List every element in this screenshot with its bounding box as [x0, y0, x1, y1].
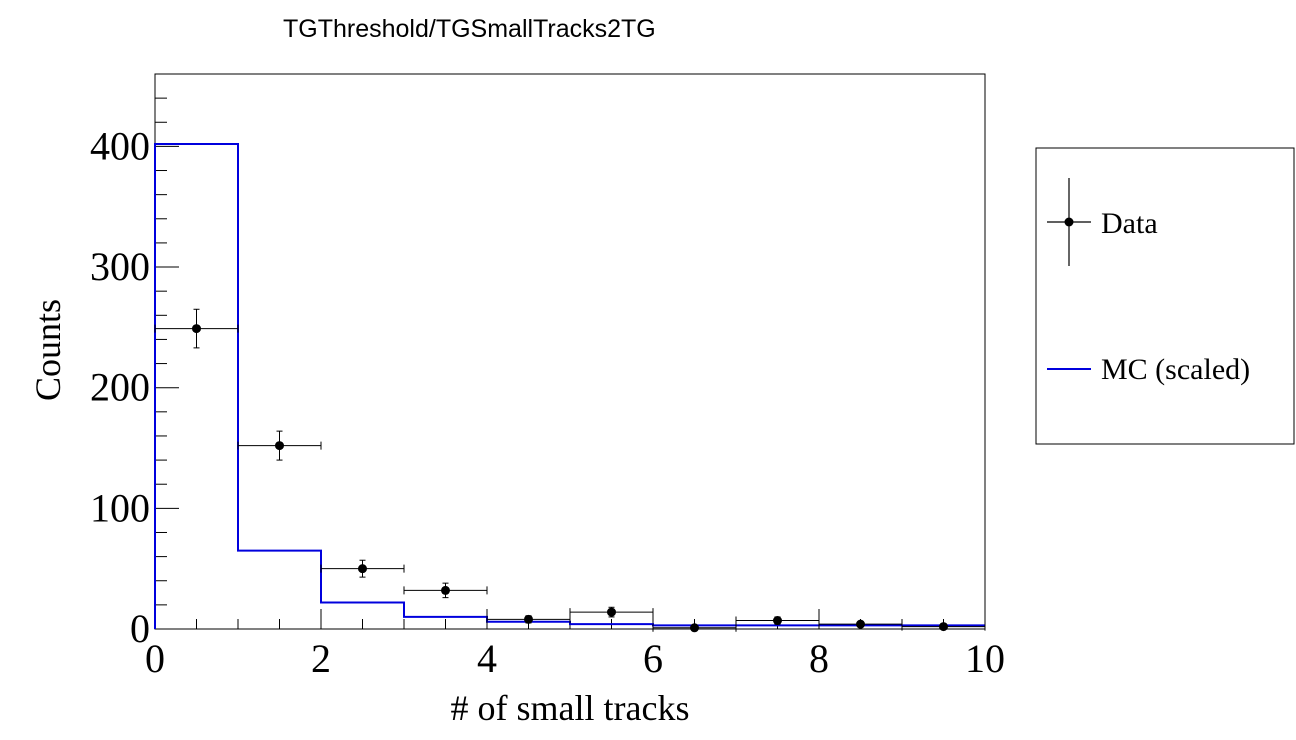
- x-tick-label: 4: [477, 636, 497, 681]
- data-point: [154, 308, 239, 349]
- x-tick-label: 2: [311, 636, 331, 681]
- mc-step-line: [154, 142, 985, 629]
- y-axis: 0 100 200 300 400: [90, 97, 179, 651]
- y-tick-label: 300: [90, 244, 150, 289]
- chart-title: TGThreshold/TGSmallTracks2TG: [283, 15, 656, 43]
- legend: Data MC (scaled): [1035, 147, 1295, 445]
- y-tick-label: 0: [130, 606, 150, 651]
- plot-frame: [154, 73, 986, 630]
- data-point: [818, 619, 903, 629]
- legend-label-mc: MC (scaled): [1101, 353, 1250, 386]
- data-marker: [358, 564, 367, 574]
- data-marker: [773, 616, 782, 626]
- data-marker: [607, 607, 616, 617]
- data-point: [569, 606, 654, 618]
- legend-label-data: Data: [1101, 207, 1158, 240]
- data-marker: [275, 441, 284, 451]
- data-point: [901, 622, 986, 632]
- data-marker: [690, 623, 699, 633]
- x-tick-label: 0: [145, 636, 165, 681]
- data-point: [237, 430, 322, 461]
- legend-box: [1035, 147, 1295, 445]
- data-marker: [192, 324, 201, 334]
- legend-data-marker: [1064, 217, 1074, 227]
- y-tick-label: 200: [90, 365, 150, 410]
- data-marker: [856, 619, 865, 629]
- data-marker: [524, 614, 533, 624]
- y-tick-label: 400: [90, 123, 150, 168]
- data-point: [320, 559, 405, 578]
- x-axis-title: # of small tracks: [451, 688, 690, 728]
- data-point: [735, 616, 820, 626]
- data-point: [403, 582, 488, 599]
- x-tick-label: 6: [643, 636, 663, 681]
- x-tick-label: 10: [965, 636, 1005, 681]
- plot-area: [154, 142, 986, 633]
- y-tick-label: 100: [90, 485, 150, 530]
- data-marker: [939, 622, 948, 632]
- data-point: [486, 614, 571, 624]
- data-marker: [441, 585, 450, 595]
- y-axis-title: Counts: [28, 299, 68, 401]
- data-point: [652, 623, 737, 633]
- x-axis: 0 2 4 6 8 10: [145, 609, 1005, 681]
- x-tick-label: 8: [809, 636, 829, 681]
